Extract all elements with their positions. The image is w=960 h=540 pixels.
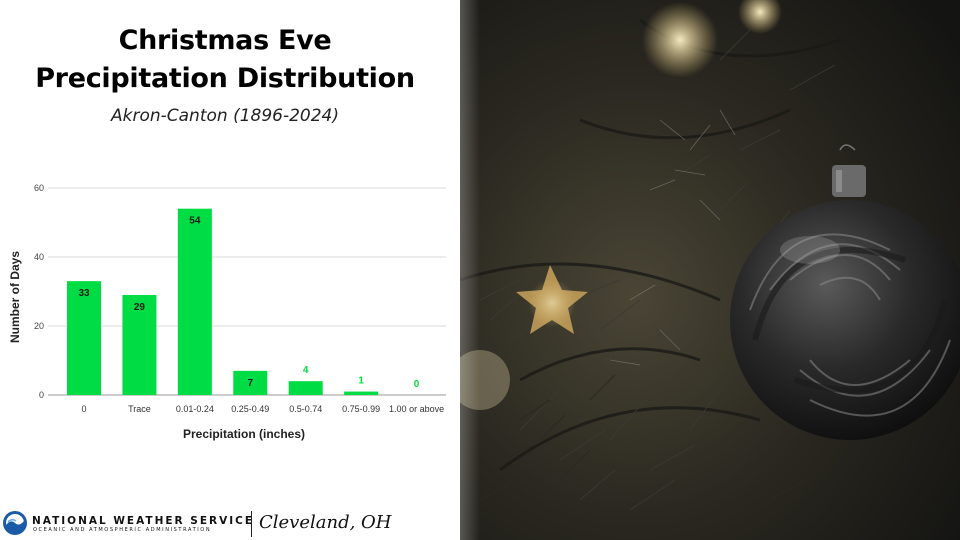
- y-tick-label: 40: [34, 252, 44, 262]
- chart-title-line2: Precipitation Distribution: [35, 63, 415, 94]
- data-label: 1: [358, 376, 364, 387]
- x-axis-label: Precipitation (inches): [183, 427, 305, 441]
- y-axis-label: Number of Days: [8, 251, 22, 343]
- chart-subtitle: Akron-Canton (1896-2024): [110, 106, 339, 126]
- nws-name: NATIONAL WEATHER SERVICE: [32, 515, 255, 527]
- y-tick-label: 0: [39, 390, 44, 400]
- chart-title-line1: Christmas Eve: [118, 25, 332, 56]
- x-tick-label: 0.5-0.74: [289, 404, 322, 414]
- x-tick-label: 1.00 or above: [389, 404, 444, 414]
- office-name: Cleveland, OH: [259, 512, 392, 533]
- x-tick-labels: 0 Trace 0.01-0.24 0.25-0.49 0.5-0.74 0.75-0.9…: [81, 404, 444, 414]
- x-tick-label: 0.01-0.24: [176, 404, 214, 414]
- x-tick-label: 0: [81, 404, 86, 414]
- data-label: 33: [78, 288, 90, 299]
- bars: [67, 208, 379, 395]
- data-labels: 33 29 54 7 4 1 0: [78, 216, 419, 390]
- gridlines: [48, 187, 446, 396]
- x-tick-label: 0.75-0.99: [342, 404, 380, 414]
- data-label: 29: [134, 302, 146, 313]
- bar: [233, 370, 268, 395]
- footer-divider: [251, 511, 252, 537]
- y-tick-label: 20: [34, 321, 44, 331]
- data-label: 54: [189, 216, 201, 227]
- bar: [177, 208, 212, 395]
- data-label: 7: [248, 378, 254, 389]
- y-tick-labels: 0 20 40 60: [34, 183, 44, 400]
- x-tick-label: Trace: [128, 404, 151, 414]
- x-tick-label: 0.25-0.49: [231, 404, 269, 414]
- nws-subtitle: OCEANIC AND ATMOSPHERIC ADMINISTRATION: [33, 527, 212, 533]
- data-label: 4: [303, 365, 309, 376]
- footer: NATIONAL WEATHER SERVICE OCEANIC AND ATM…: [0, 506, 460, 540]
- data-label: 0: [414, 379, 420, 390]
- bar: [288, 381, 323, 395]
- bar: [122, 294, 157, 395]
- bar: [67, 281, 101, 395]
- y-tick-label: 60: [34, 183, 44, 193]
- bar: [344, 391, 379, 395]
- chart-title: Christmas Eve Precipitation Distribution: [0, 22, 450, 98]
- noaa-logo-icon: [3, 511, 27, 535]
- bar-chart: 0 20 40 60 33 29 54 7 4 1 0 0 Trace 0.01-0.24 0.25-0…: [8, 183, 446, 441]
- chart-panel: Christmas Eve Precipitation Distribution…: [0, 0, 460, 540]
- christmas-ornament-photo: [460, 0, 960, 540]
